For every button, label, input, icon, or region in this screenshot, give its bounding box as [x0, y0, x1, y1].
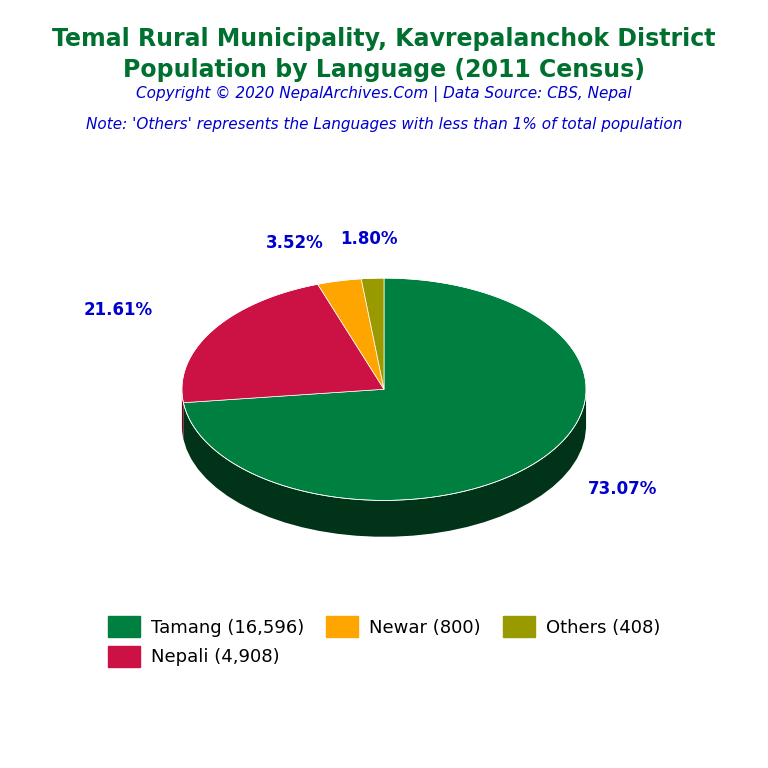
Text: Temal Rural Municipality, Kavrepalanchok District: Temal Rural Municipality, Kavrepalanchok…	[52, 27, 716, 51]
Polygon shape	[182, 284, 384, 402]
Text: Copyright © 2020 NepalArchives.Com | Data Source: CBS, Nepal: Copyright © 2020 NepalArchives.Com | Dat…	[136, 86, 632, 102]
Polygon shape	[318, 279, 384, 389]
Polygon shape	[182, 387, 184, 439]
Text: 73.07%: 73.07%	[588, 480, 657, 498]
Text: 21.61%: 21.61%	[84, 301, 153, 319]
Legend: Tamang (16,596), Nepali (4,908), Newar (800), Others (408): Tamang (16,596), Nepali (4,908), Newar (…	[101, 609, 667, 674]
Text: Population by Language (2011 Census): Population by Language (2011 Census)	[123, 58, 645, 81]
Text: 1.80%: 1.80%	[340, 230, 397, 248]
Polygon shape	[361, 278, 384, 389]
Polygon shape	[184, 392, 586, 537]
Polygon shape	[184, 278, 586, 501]
Text: 3.52%: 3.52%	[266, 234, 323, 252]
Text: Note: 'Others' represents the Languages with less than 1% of total population: Note: 'Others' represents the Languages …	[86, 117, 682, 132]
